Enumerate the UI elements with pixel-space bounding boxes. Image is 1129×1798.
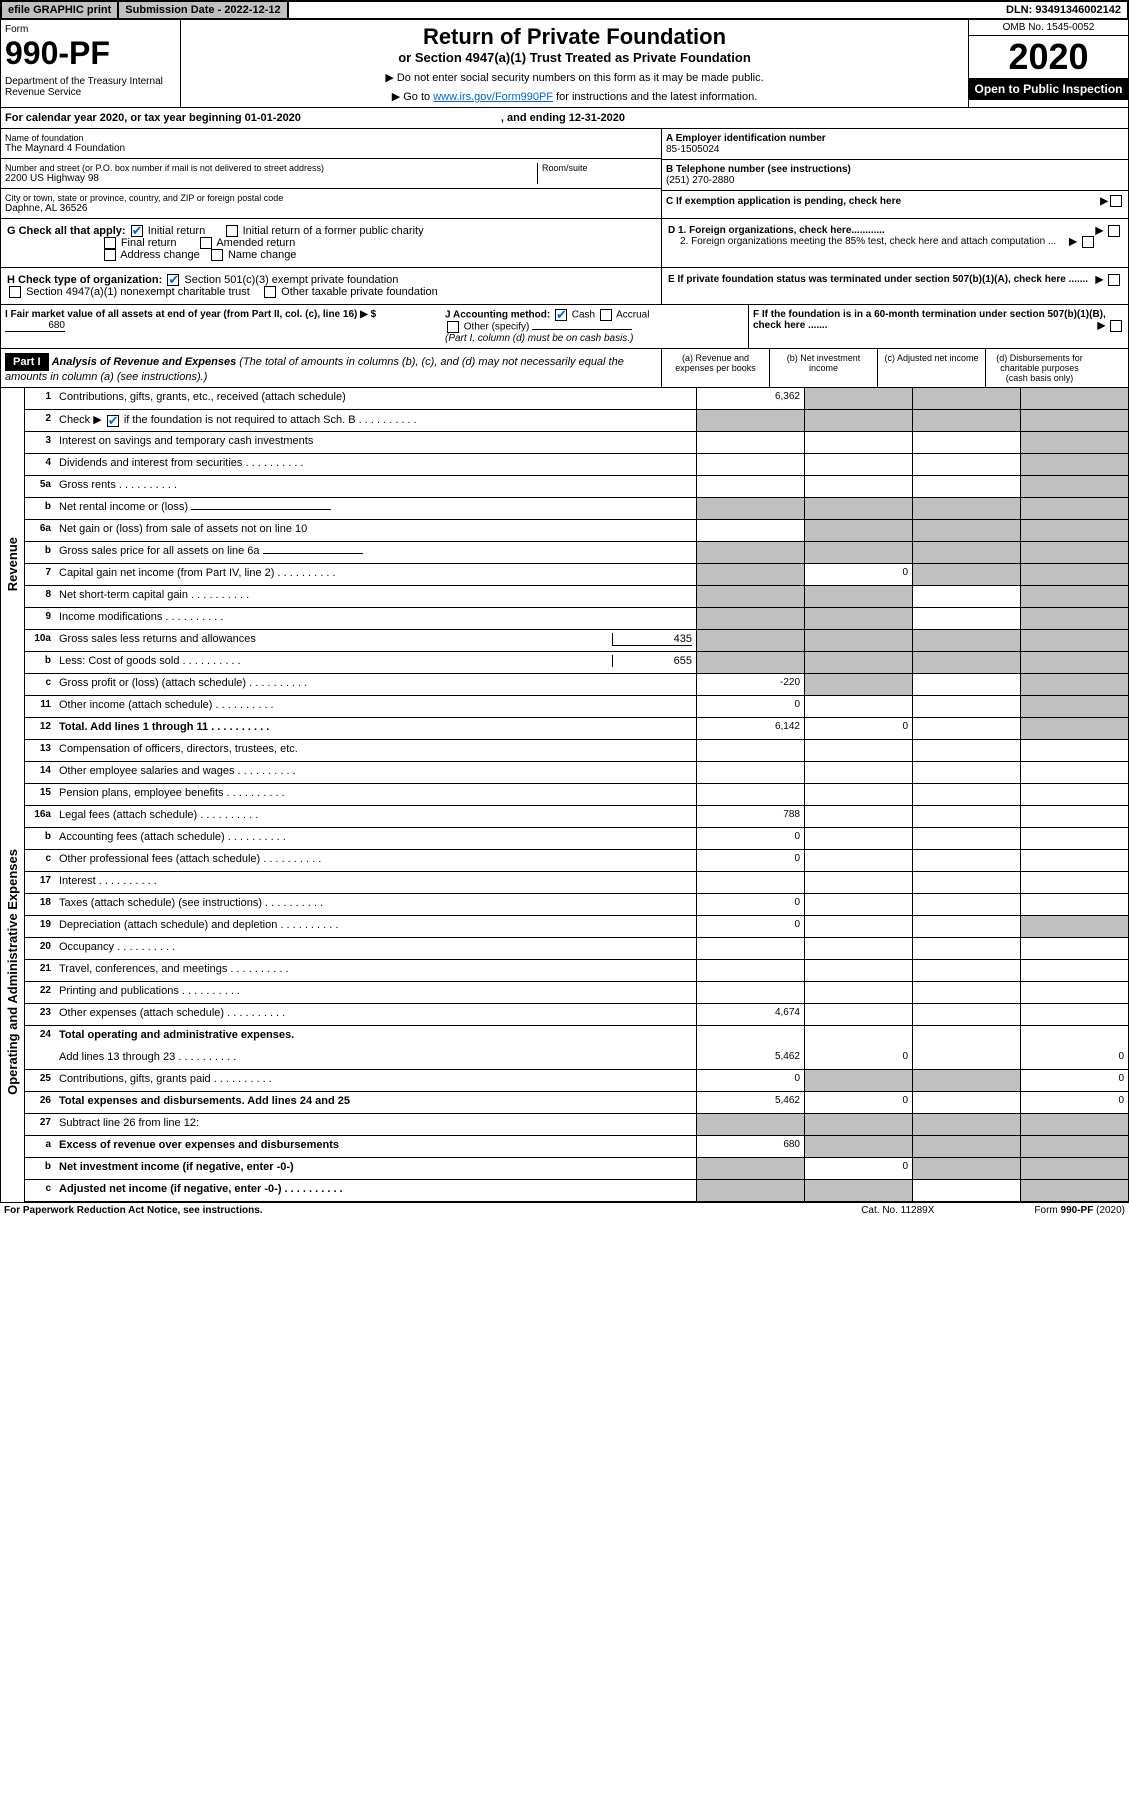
omb-number: OMB No. 1545-0052	[969, 20, 1128, 36]
form-title: Return of Private Foundation	[185, 24, 964, 50]
expenses-section: Operating and Administrative Expenses 13…	[0, 740, 1129, 1202]
form-header: Form 990-PF Department of the Treasury I…	[0, 20, 1129, 108]
foundation-name: The Maynard 4 Foundation	[5, 143, 657, 154]
phone-label: B Telephone number (see instructions)	[666, 164, 1124, 175]
footer-left: For Paperwork Reduction Act Notice, see …	[4, 1205, 263, 1216]
d2-checkbox[interactable]	[1082, 236, 1094, 248]
section-h-row: H Check type of organization: Section 50…	[0, 268, 1129, 305]
part1-title: Analysis of Revenue and Expenses	[52, 356, 237, 368]
exemption-label: C If exemption application is pending, c…	[666, 196, 901, 207]
efile-button[interactable]: efile GRAPHIC print	[2, 2, 119, 18]
final-return-checkbox[interactable]	[104, 237, 116, 249]
top-bar: efile GRAPHIC print Submission Date - 20…	[0, 0, 1129, 20]
note-2: ▶ Go to www.irs.gov/Form990PF for instru…	[185, 90, 964, 103]
col-c-header: (c) Adjusted net income	[877, 349, 985, 387]
ein: 85-1505024	[666, 144, 1124, 155]
section-ij-row: I Fair market value of all assets at end…	[0, 305, 1129, 349]
d1-checkbox[interactable]	[1108, 225, 1120, 237]
footer-right: Form 990-PF (2020)	[1034, 1205, 1125, 1216]
address-change-checkbox[interactable]	[104, 249, 116, 261]
exemption-checkbox[interactable]	[1110, 195, 1122, 207]
dln: DLN: 93491346002142	[1000, 2, 1127, 18]
f-checkbox[interactable]	[1110, 320, 1122, 332]
cat-no: Cat. No. 11289X	[861, 1205, 934, 1216]
other-method-checkbox[interactable]	[447, 321, 459, 333]
section-g-row: G Check all that apply: Initial return I…	[0, 219, 1129, 268]
address: 2200 US Highway 98	[5, 173, 537, 184]
form-subtitle: or Section 4947(a)(1) Trust Treated as P…	[185, 50, 964, 65]
col-a-header: (a) Revenue and expenses per books	[661, 349, 769, 387]
room-label: Room/suite	[542, 163, 657, 173]
initial-return-checkbox[interactable]	[131, 225, 143, 237]
submission-date: Submission Date - 2022-12-12	[119, 2, 288, 18]
address-label: Number and street (or P.O. box number if…	[5, 163, 537, 173]
other-taxable-checkbox[interactable]	[264, 286, 276, 298]
amended-return-checkbox[interactable]	[200, 237, 212, 249]
revenue-section: Revenue 1Contributions, gifts, grants, e…	[0, 388, 1129, 740]
e-checkbox[interactable]	[1108, 274, 1120, 286]
initial-former-checkbox[interactable]	[226, 225, 238, 237]
part1-header-row: Part I Analysis of Revenue and Expenses …	[0, 349, 1129, 388]
open-inspection: Open to Public Inspection	[969, 78, 1128, 100]
col-b-header: (b) Net investment income	[769, 349, 877, 387]
name-label: Name of foundation	[5, 133, 657, 143]
501c3-checkbox[interactable]	[167, 274, 179, 286]
col-d-header: (d) Disbursements for charitable purpose…	[985, 349, 1093, 387]
cash-checkbox[interactable]	[555, 309, 567, 321]
city-label: City or town, state or province, country…	[5, 193, 657, 203]
ein-label: A Employer identification number	[666, 133, 1124, 144]
instructions-link[interactable]: www.irs.gov/Form990PF	[433, 91, 553, 103]
page-footer: For Paperwork Reduction Act Notice, see …	[0, 1202, 1129, 1218]
fmv-value: 680	[5, 320, 65, 332]
city: Daphne, AL 36526	[5, 203, 657, 214]
form-number: 990-PF	[5, 35, 176, 72]
4947-checkbox[interactable]	[9, 286, 21, 298]
tax-year: 2020	[969, 36, 1128, 78]
info-grid: Name of foundation The Maynard 4 Foundat…	[0, 129, 1129, 219]
revenue-side-label: Revenue	[5, 537, 20, 591]
part1-label: Part I	[5, 353, 49, 371]
form-label: Form	[5, 24, 176, 35]
expenses-side-label: Operating and Administrative Expenses	[5, 849, 20, 1095]
schb-checkbox[interactable]	[107, 415, 119, 427]
name-change-checkbox[interactable]	[211, 249, 223, 261]
calendar-year-row: For calendar year 2020, or tax year begi…	[0, 108, 1129, 129]
accrual-checkbox[interactable]	[600, 309, 612, 321]
note-1: ▶ Do not enter social security numbers o…	[185, 71, 964, 84]
phone: (251) 270-2880	[666, 175, 1124, 186]
dept-label: Department of the Treasury Internal Reve…	[5, 76, 176, 98]
